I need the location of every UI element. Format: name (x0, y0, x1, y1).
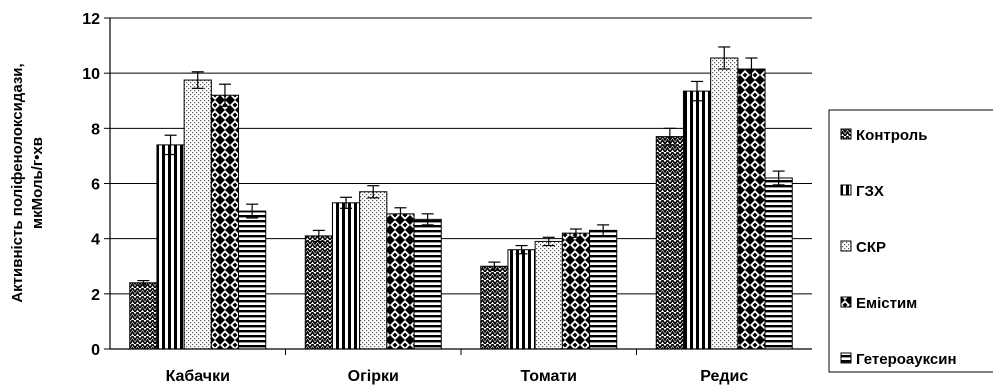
y-tick-label: 0 (91, 342, 100, 359)
legend-box (828, 109, 993, 373)
legend-swatch-zigzag (840, 128, 852, 140)
legend-swatch-vertical (840, 184, 852, 196)
bar-zigzag (480, 265, 509, 350)
x-tick-label: Кабачки (166, 368, 230, 385)
bar-dots (534, 240, 563, 350)
bar-zigzag (129, 282, 158, 350)
y-axis-title-line2: мкМоль/г•хв (29, 137, 46, 229)
legend-label: Контроль (856, 127, 927, 144)
bar-vertical (156, 144, 185, 350)
legend-label: Емістим (856, 295, 917, 312)
legend-swatch-checker (840, 296, 852, 308)
bar-horizontal (413, 218, 442, 350)
bar-checker (386, 213, 415, 350)
y-tick-label: 2 (91, 287, 100, 304)
legend-label: СКР (856, 239, 886, 256)
legend-label: ГЗХ (856, 183, 884, 200)
bar-horizontal (589, 229, 618, 350)
legend-swatch-dots (840, 240, 852, 252)
legend-label: Гетероауксин (856, 351, 957, 368)
bar-dots (183, 79, 212, 350)
bars (129, 57, 793, 350)
y-tick-label: 4 (91, 232, 100, 249)
bar-zigzag (655, 136, 684, 350)
x-tick-label: Редис (700, 368, 748, 385)
y-tick-label: 6 (91, 177, 100, 194)
y-tick-label: 12 (82, 11, 100, 28)
y-axis-title-line1: Активність поліфенолоксидази, (9, 63, 26, 302)
bar-checker (737, 68, 766, 350)
bar-horizontal (764, 177, 793, 350)
bar-dots (359, 191, 388, 350)
x-axis-ticks: Кабачки Огірки Томати Редис (166, 349, 748, 385)
bar-vertical (507, 249, 536, 350)
error-bars (137, 46, 785, 286)
bar-checker (210, 94, 240, 350)
bar-vertical (682, 90, 712, 350)
y-tick-label: 8 (91, 121, 100, 138)
bar-checker (561, 232, 591, 350)
y-axis-ticks: 0 2 4 6 8 10 12 (82, 11, 110, 359)
bar-zigzag (304, 235, 333, 350)
x-tick-label: Томати (520, 368, 577, 385)
bar-vertical (331, 202, 361, 350)
x-tick-label: Огірки (348, 368, 399, 385)
bar-dots (710, 57, 739, 350)
y-tick-label: 10 (82, 66, 100, 83)
legend: Контроль ГЗХ СКР Емістим Гетероауксин (828, 109, 993, 373)
bar-horizontal (238, 210, 267, 350)
legend-swatch-horizontal (840, 352, 852, 364)
